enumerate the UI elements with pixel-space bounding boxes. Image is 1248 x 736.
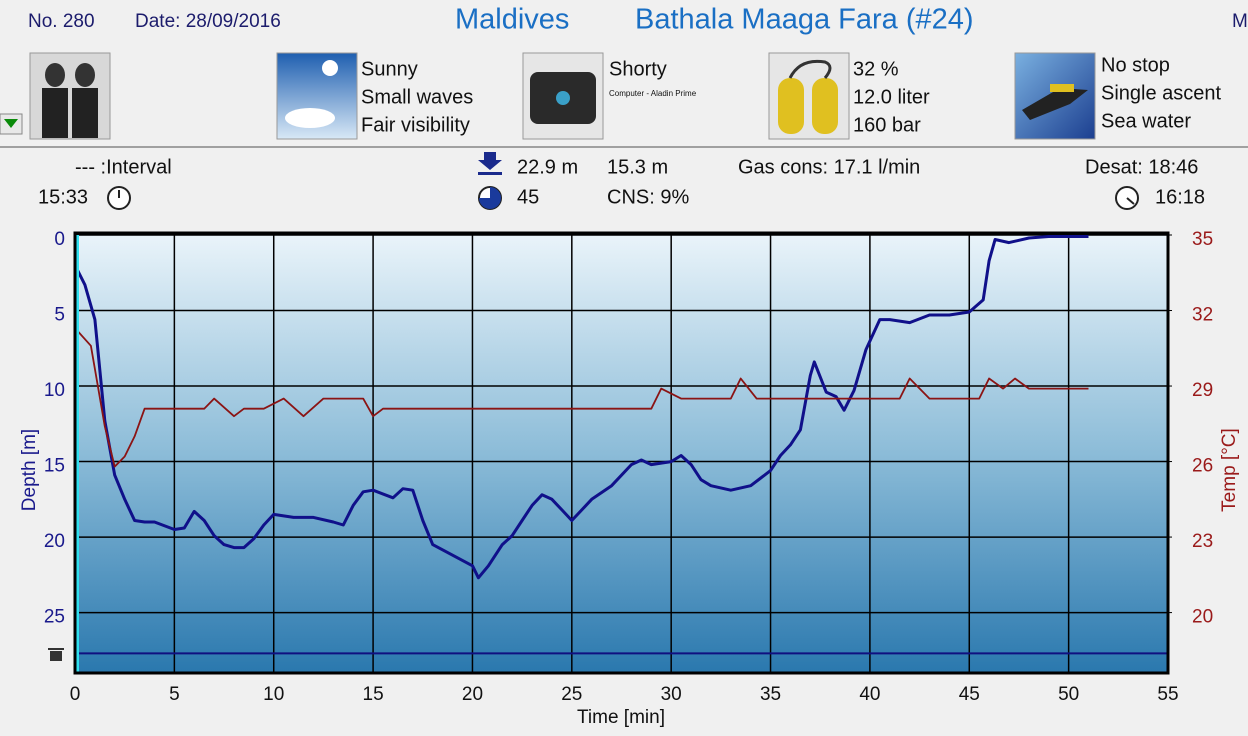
- y-tick-label: 15: [44, 456, 65, 477]
- duration: 45: [517, 186, 539, 208]
- y-tick-label: 25: [44, 607, 65, 628]
- weather-text: Sunny: [361, 58, 418, 80]
- temperature-line: [74, 327, 1089, 468]
- gas-text: 160 bar: [853, 114, 921, 136]
- x-tick-label: 55: [1157, 684, 1178, 705]
- interval: --- :Interval: [75, 156, 172, 178]
- x-tick-label: 15: [363, 684, 384, 705]
- dive-text: No stop: [1101, 54, 1170, 76]
- divers-icon: [29, 52, 111, 140]
- depth-line: [73, 235, 1089, 580]
- plot-area: [75, 233, 1168, 673]
- x-tick-label: 30: [661, 684, 682, 705]
- y-tick-label: 5: [54, 305, 65, 326]
- y2-axis-label: Temp [°C]: [1219, 428, 1240, 512]
- x-tick-label: 50: [1058, 684, 1079, 705]
- y-axis-label: Depth [m]: [19, 429, 40, 511]
- dive-text: Single ascent: [1101, 82, 1222, 104]
- x-axis-label: Time [min]: [577, 707, 665, 728]
- max-depth: 22.9 m: [517, 156, 578, 178]
- x-tick-label: 25: [561, 684, 582, 705]
- entry-time: 15:33: [38, 186, 88, 208]
- x-tick-label: 0: [70, 684, 81, 705]
- dropdown-button[interactable]: [0, 113, 23, 135]
- avg-depth: 15.3 m: [607, 156, 668, 178]
- clock-icon: [1115, 186, 1139, 210]
- y2-tick-label: 29: [1192, 380, 1213, 401]
- y-tick-label: 20: [44, 531, 65, 552]
- gas-text: 12.0 liter: [853, 86, 930, 108]
- y-tick-label: 0: [54, 229, 65, 250]
- dive-number: No. 280: [28, 11, 95, 32]
- y2-tick-label: 23: [1192, 531, 1213, 552]
- y2-tick-label: 32: [1192, 305, 1213, 326]
- exit-time: 16:18: [1155, 186, 1205, 208]
- depth-icon: [478, 152, 502, 175]
- weather-text: Small waves: [361, 86, 473, 108]
- plot-border: [73, 231, 1170, 675]
- dive-icon: [1014, 52, 1096, 140]
- trash-icon: [48, 648, 64, 661]
- gas-consumption: Gas cons: 17.1 l/min: [738, 156, 920, 178]
- text-clip: [762, 86, 768, 100]
- gas-text: 32 %: [853, 58, 899, 80]
- y-tick-label: 10: [44, 380, 65, 401]
- cut-text: M: [1232, 11, 1248, 32]
- x-tick-label: 45: [959, 684, 980, 705]
- x-tick-label: 20: [462, 684, 483, 705]
- cns: CNS: 9%: [607, 186, 689, 208]
- suit-icon: [522, 52, 604, 140]
- weather-text: Fair visibility: [361, 114, 470, 136]
- desaturation: Desat: 18:46: [1085, 156, 1198, 178]
- site: Bathala Maaga Fara (#24): [635, 4, 974, 36]
- x-tick-label: 40: [859, 684, 880, 705]
- computer-text: Computer - Aladin Prime: [609, 89, 697, 98]
- location: Maldives: [455, 4, 569, 36]
- y2-tick-label: 20: [1192, 607, 1213, 628]
- dive-date: Date: 28/09/2016: [135, 11, 281, 32]
- x-tick-label: 35: [760, 684, 781, 705]
- y2-tick-label: 26: [1192, 456, 1213, 477]
- clock-icon: [107, 186, 131, 210]
- duration-icon: [478, 186, 502, 210]
- dive-text: Sea water: [1101, 110, 1191, 132]
- tank-icon: [768, 52, 850, 140]
- weather-icon: [276, 52, 358, 140]
- x-tick-label: 10: [263, 684, 284, 705]
- x-tick-label: 5: [169, 684, 180, 705]
- suit-text: Shorty: [609, 58, 667, 80]
- y2-tick-label: 35: [1192, 229, 1213, 250]
